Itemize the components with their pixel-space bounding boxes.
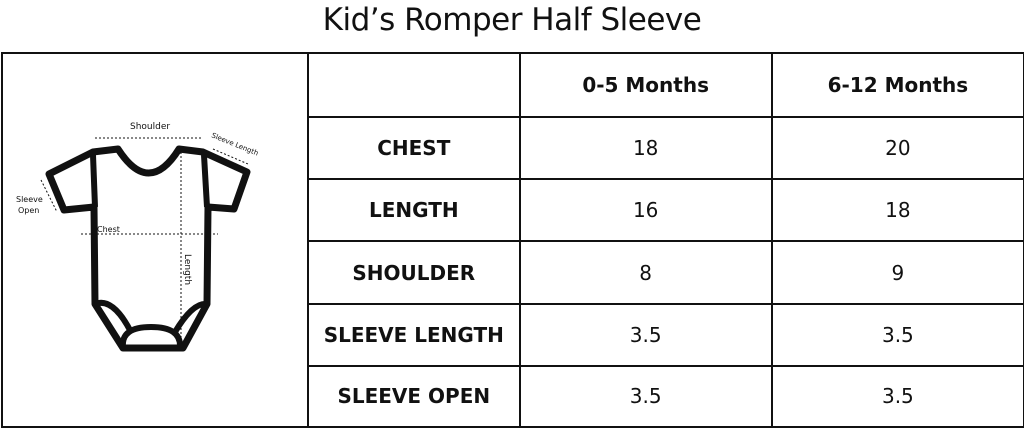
table-row: CHEST 18 20 bbox=[309, 115, 1023, 181]
header-cell: 0-5 Months bbox=[518, 54, 773, 118]
header-cell: 6-12 Months bbox=[770, 54, 1023, 118]
cell: 18 bbox=[770, 178, 1023, 243]
cell: 3.5 bbox=[770, 364, 1023, 426]
cell: 18 bbox=[518, 115, 773, 181]
size-chart: Shoulder Sleeve Length Sleeve Open Chest… bbox=[1, 52, 1024, 428]
row-label: SHOULDER bbox=[309, 240, 521, 305]
cell: 3.5 bbox=[518, 302, 773, 367]
table-row: SLEEVE LENGTH 3.5 3.5 bbox=[309, 302, 1023, 367]
sleeve-open-label-2: Open bbox=[18, 206, 39, 215]
romper-illustration: Shoulder Sleeve Length Sleeve Open Chest… bbox=[3, 54, 309, 426]
sleeve-length-label: Sleeve Length bbox=[210, 131, 259, 157]
shoulder-label: Shoulder bbox=[130, 122, 170, 132]
cell: 9 bbox=[770, 240, 1023, 305]
table-header-row: 0-5 Months 6-12 Months bbox=[309, 54, 1023, 118]
cell: 16 bbox=[518, 178, 773, 243]
cell: 3.5 bbox=[518, 364, 773, 426]
table-row: LENGTH 16 18 bbox=[309, 178, 1023, 243]
cell: 3.5 bbox=[770, 302, 1023, 367]
table-row: SHOULDER 8 9 bbox=[309, 240, 1023, 305]
cell: 8 bbox=[518, 240, 773, 305]
row-label: LENGTH bbox=[309, 178, 521, 243]
page-title: Kid’s Romper Half Sleeve bbox=[322, 2, 702, 38]
row-label: CHEST bbox=[309, 115, 521, 181]
chest-label: Chest bbox=[97, 225, 120, 234]
size-table: 0-5 Months 6-12 Months CHEST 18 20 LENGT… bbox=[309, 54, 1023, 426]
length-label: Length bbox=[182, 254, 192, 285]
cell: 20 bbox=[770, 115, 1023, 181]
table-row: SLEEVE OPEN 3.5 3.5 bbox=[309, 364, 1023, 426]
romper-icon: Shoulder Sleeve Length Sleeve Open Chest… bbox=[16, 122, 259, 352]
header-cell bbox=[309, 54, 521, 118]
row-label: SLEEVE OPEN bbox=[309, 364, 521, 426]
sleeve-open-label: Sleeve bbox=[16, 195, 43, 204]
row-label: SLEEVE LENGTH bbox=[309, 302, 521, 367]
